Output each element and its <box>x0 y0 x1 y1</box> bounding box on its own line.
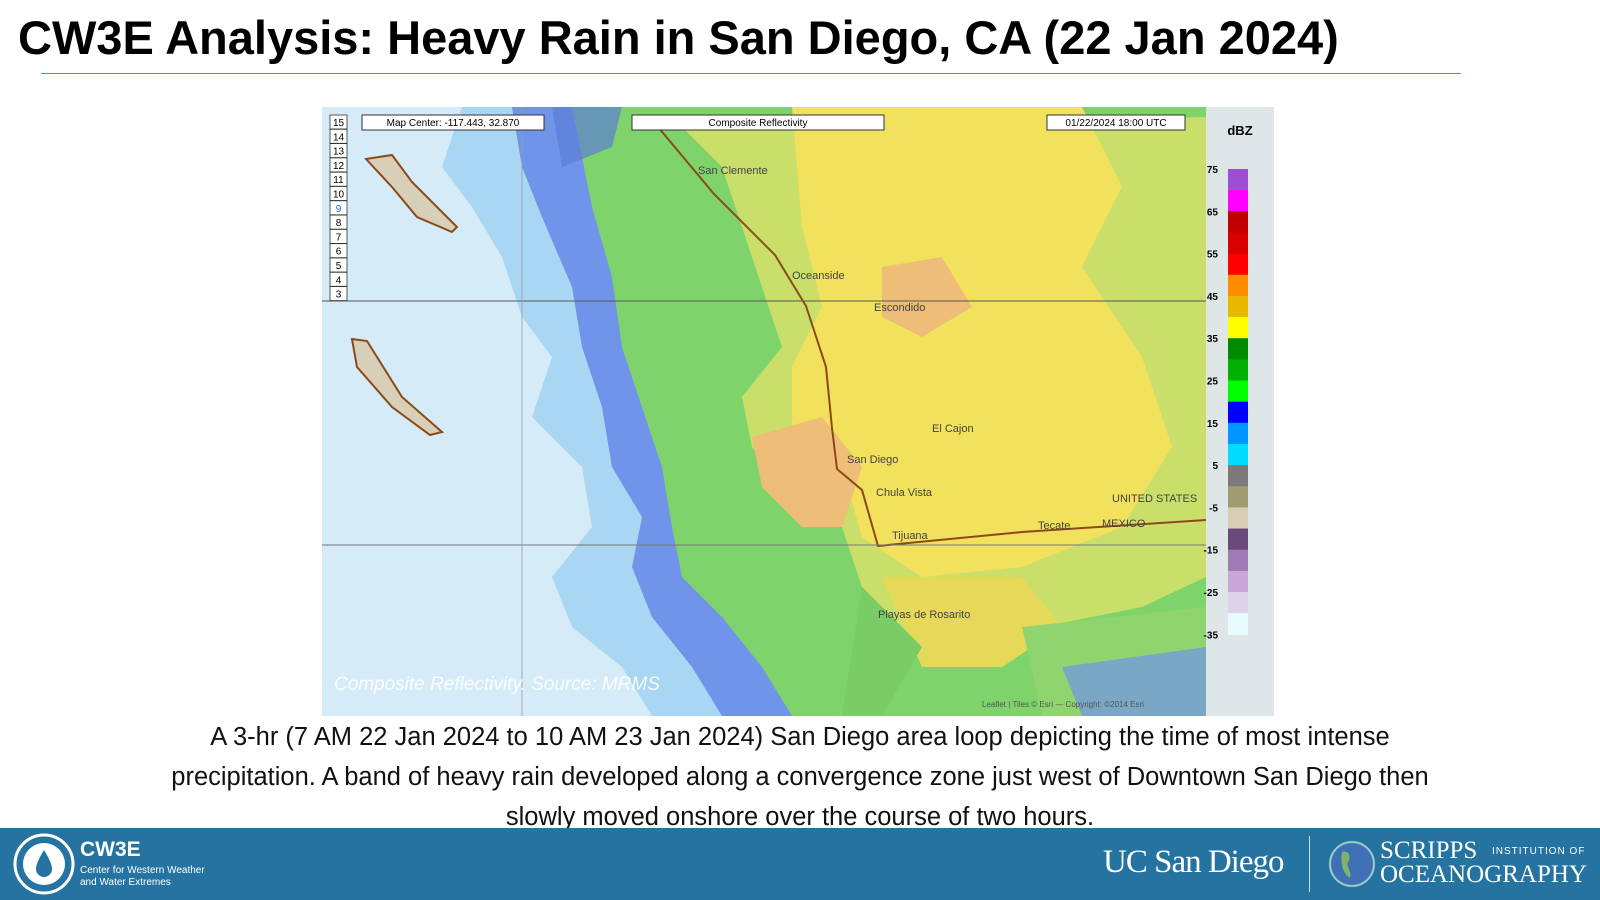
place-label: El Cajon <box>932 423 974 435</box>
title-rule <box>41 73 1461 74</box>
place-label: Oceanside <box>792 270 845 282</box>
colorbar-swatch <box>1228 169 1248 191</box>
place-label: Escondido <box>874 302 925 314</box>
level-number: 3 <box>336 290 342 301</box>
colorbar-label: dBZ <box>1227 123 1252 138</box>
attribution: Leaflet | Tiles © Esri — Copyright: ©201… <box>982 700 1144 709</box>
colorbar-tick: 35 <box>1207 334 1219 345</box>
colorbar-tick: 15 <box>1207 419 1219 430</box>
colorbar-swatch <box>1228 211 1248 233</box>
ucsd-logo: UC San Diego <box>1103 844 1284 880</box>
scripps-globe <box>1329 841 1375 887</box>
colorbar-swatch <box>1228 338 1248 360</box>
colorbar-swatch <box>1228 549 1248 572</box>
level-number: 7 <box>336 232 342 243</box>
colorbar-tick: -25 <box>1204 588 1219 599</box>
colorbar-tick: -15 <box>1204 546 1219 557</box>
colorbar-swatch <box>1228 422 1248 445</box>
map-timestamp: 01/22/2024 18:00 UTC <box>1065 118 1166 129</box>
colorbar-tick: 55 <box>1207 250 1219 261</box>
colorbar-swatch <box>1228 253 1248 276</box>
level-number: 5 <box>336 261 342 272</box>
place-label: Chula Vista <box>876 487 933 499</box>
footer: CW3E Center for Western Weather and Wate… <box>0 828 1600 900</box>
colorbar-tick: 75 <box>1207 165 1219 176</box>
place-label: Playas de Rosarito <box>878 609 970 621</box>
cw3e-full: Center for Western Weather and Water Ext… <box>80 865 205 888</box>
level-box <box>329 286 348 302</box>
level-number: 15 <box>333 118 345 129</box>
place-label: Tijuana <box>892 530 929 542</box>
colorbar-swatch <box>1228 317 1248 339</box>
slide-title: CW3E Analysis: Heavy Rain in San Diego, … <box>18 11 1339 64</box>
place-label: Tecate <box>1038 520 1070 532</box>
colorbar-swatch <box>1228 570 1248 593</box>
cw3e-name: CW3E <box>80 838 141 861</box>
place-label: San Clemente <box>698 165 768 177</box>
colorbar-swatch <box>1228 190 1248 212</box>
colorbar-swatch <box>1228 465 1248 487</box>
level-number: 4 <box>336 275 342 286</box>
colorbar-tick: -35 <box>1204 630 1219 641</box>
level-number: 9 <box>336 204 342 215</box>
map-center: Map Center: -117.443, 32.870 <box>387 118 520 129</box>
colorbar-swatch <box>1228 274 1248 297</box>
scripps-name: SCRIPPS <box>1380 837 1478 864</box>
colorbar-swatch <box>1228 295 1248 318</box>
level-number: 12 <box>333 161 345 172</box>
level-number: 10 <box>333 190 345 201</box>
overlay-caption: Composite Reflectivity. Source: MRMS <box>334 674 660 695</box>
level-number: 8 <box>336 218 342 229</box>
level-number: 6 <box>336 247 342 258</box>
place-label: UNITED STATES <box>1112 493 1197 505</box>
colorbar-tick: 5 <box>1212 461 1218 472</box>
map-product: Composite Reflectivity <box>709 118 808 129</box>
level-number: 11 <box>333 175 344 186</box>
colorbar-swatch <box>1228 486 1248 508</box>
colorbar-tick: 25 <box>1207 377 1219 388</box>
level-number: 13 <box>333 147 345 158</box>
level-number: 14 <box>333 132 345 143</box>
colorbar-swatch <box>1228 380 1248 403</box>
colorbar-swatch <box>1228 592 1248 614</box>
cw3e-logo <box>13 833 75 895</box>
colorbar-swatch <box>1228 443 1248 466</box>
colorbar-swatch <box>1228 507 1248 530</box>
map-image <box>322 107 1206 716</box>
place-label: San Diego <box>847 454 898 466</box>
colorbar-swatch <box>1228 401 1248 424</box>
colorbar-tick: 45 <box>1207 292 1219 303</box>
logo-divider <box>1309 836 1310 892</box>
colorbar-swatch <box>1228 528 1248 551</box>
colorbar-tick: -5 <box>1209 503 1218 514</box>
scripps-oceanography: OCEANOGRAPHY <box>1380 861 1587 888</box>
colorbar-swatch <box>1228 359 1248 381</box>
caption: A 3-hr (7 AM 22 Jan 2024 to 10 AM 23 Jan… <box>171 723 1429 831</box>
colorbar-swatch <box>1228 232 1248 255</box>
scripps-institution: INSTITUTION OF <box>1492 846 1586 857</box>
colorbar-swatch <box>1228 613 1248 635</box>
colorbar-tick: 65 <box>1207 207 1219 218</box>
place-label: MEXICO <box>1102 518 1146 530</box>
